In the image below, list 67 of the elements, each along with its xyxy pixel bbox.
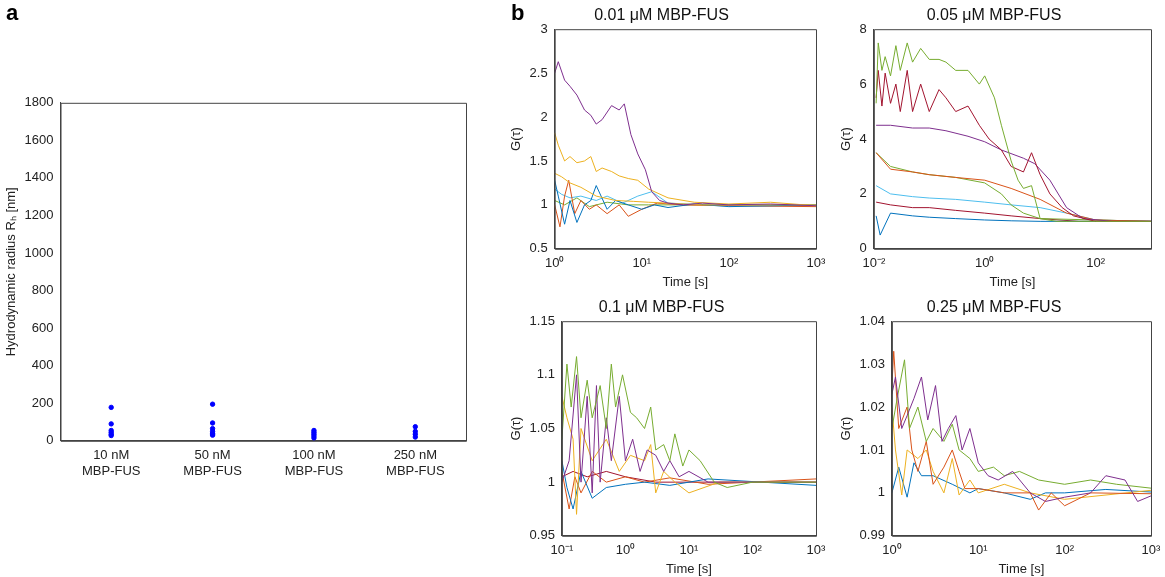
y-tick-label: 8 (859, 20, 867, 36)
x-tick-label: 10² (743, 542, 763, 558)
y-tick-label: 0.95 (529, 527, 555, 543)
y-tick-label: 1800 (24, 94, 54, 110)
y-axis-title: G(τ) (838, 127, 854, 151)
y-tick-label: 1 (547, 473, 555, 489)
y-tick-label: 200 (31, 394, 54, 410)
y-tick-label: 600 (31, 319, 54, 335)
y-tick-label: 1.15 (529, 312, 555, 328)
y-axis-title: G(τ) (838, 416, 854, 441)
chart-title: 0.01 μM MBP-FUS (594, 6, 729, 24)
y-tick-label: 1600 (24, 131, 54, 147)
y-tick-label: 1000 (24, 244, 54, 260)
x-tick-label: 10³ (1141, 542, 1162, 558)
x-tick-label: 10¹ (679, 542, 700, 558)
x-tick-label: 50 nM MBP-FUS (183, 447, 243, 478)
y-axis-title: G(τ) (508, 416, 524, 441)
y-tick-label: 3 (540, 20, 548, 36)
x-axis-title: Time [s] (662, 273, 709, 289)
x-tick-label: 10⁰ (615, 542, 636, 558)
x-tick-label: 10⁻¹ (550, 542, 574, 558)
y-tick-label: 1.01 (859, 441, 885, 457)
x-tick-label: 10⁻² (862, 255, 886, 271)
y-tick-label: 800 (31, 282, 54, 298)
x-tick-label: 10 nM MBP-FUS (81, 447, 141, 478)
y-tick-label: 0 (46, 432, 54, 448)
x-tick-label: 10³ (806, 542, 827, 558)
y-tick-label: 0.99 (859, 527, 885, 543)
y-axis-title: Hydrodynamic radius Rₕ [nm] (3, 187, 19, 357)
y-tick-label: 2 (540, 108, 548, 124)
chart-title: 0.25 μM MBP-FUS (926, 298, 1062, 316)
y-tick-label: 2.5 (529, 64, 548, 80)
y-tick-label: 1400 (24, 169, 54, 185)
x-tick-label: 10¹ (968, 542, 989, 558)
y-tick-label: 1.04 (859, 312, 885, 328)
y-tick-label: 1.5 (529, 152, 548, 168)
y-tick-label: 1.1 (536, 366, 555, 382)
x-tick-label: 10² (1086, 255, 1106, 271)
x-axis-title: Time [s] (998, 560, 1045, 576)
x-tick-label: 10¹ (632, 255, 652, 271)
y-tick-label: 6 (859, 75, 867, 91)
y-tick-label: 1.05 (529, 420, 555, 436)
x-tick-label: 10² (719, 255, 739, 271)
y-tick-label: 4 (859, 130, 867, 146)
y-tick-label: 400 (31, 357, 54, 373)
y-tick-label: 1 (877, 484, 885, 500)
y-tick-label: 1.03 (859, 355, 885, 371)
y-tick-label: 0.5 (529, 240, 548, 256)
chart-title: 0.05 μM MBP-FUS (926, 6, 1062, 24)
x-tick-label: 10⁰ (544, 255, 565, 271)
x-tick-label: 10⁰ (882, 542, 902, 558)
y-tick-label: 1.02 (859, 398, 885, 414)
y-tick-label: 2 (859, 185, 867, 201)
y-tick-label: 0 (859, 240, 867, 256)
x-axis-title: Time [s] (989, 273, 1036, 289)
text: a (6, 0, 19, 26)
y-axis-title: G(τ) (508, 127, 524, 151)
x-tick-label: 10⁰ (974, 255, 995, 271)
chart-title: 0.1 μM MBP-FUS (598, 298, 725, 316)
text: b (511, 0, 525, 26)
x-tick-label: 100 nM MBP-FUS (284, 447, 344, 478)
x-tick-label: 10³ (806, 255, 827, 271)
y-tick-label: 1 (540, 196, 548, 212)
x-axis-title: Time [s] (666, 560, 712, 576)
x-tick-label: 10² (1055, 542, 1075, 558)
y-tick-label: 1200 (24, 207, 54, 223)
x-tick-label: 250 nM MBP-FUS (386, 447, 445, 478)
